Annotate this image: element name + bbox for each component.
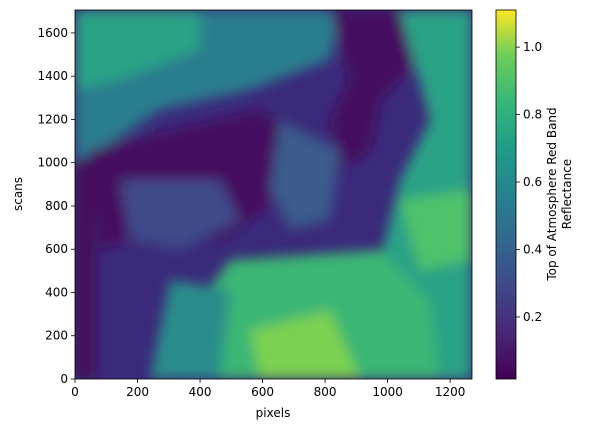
plot-frame <box>74 9 473 380</box>
y-tick-label: 1600 <box>37 26 68 40</box>
colorbar-tick-label: 1.0 <box>523 40 542 54</box>
x-tick-label: 1200 <box>435 385 466 399</box>
colorbar-tick-label: 0.4 <box>523 242 542 256</box>
y-tick-label: 1200 <box>37 112 68 126</box>
colorbar-tick-label: 0.2 <box>523 310 542 324</box>
x-tick-label: 200 <box>126 385 149 399</box>
x-tick-label: 0 <box>71 385 79 399</box>
y-tick-label: 0 <box>60 372 68 386</box>
colorbar-label: Top of Atmosphere Red Band Reflectance <box>545 107 574 281</box>
y-axis-label: scans <box>11 177 25 211</box>
colorbar-tick-label: 0.8 <box>523 108 542 122</box>
x-axis-label: pixels <box>256 406 291 420</box>
x-tick-label: 1000 <box>372 385 403 399</box>
satellite-image <box>75 10 472 379</box>
x-tick-label: 600 <box>251 385 274 399</box>
y-tick-label: 1400 <box>37 69 68 83</box>
y-tick-label: 1000 <box>37 156 68 170</box>
colorbar <box>495 9 517 380</box>
x-tick-label: 800 <box>314 385 337 399</box>
colorbar-tick-label: 0.6 <box>523 175 542 189</box>
x-tick-label: 400 <box>189 385 212 399</box>
y-tick-label: 800 <box>45 199 68 213</box>
y-tick-label: 400 <box>45 285 68 299</box>
y-tick-label: 200 <box>45 329 68 343</box>
y-tick-label: 600 <box>45 242 68 256</box>
